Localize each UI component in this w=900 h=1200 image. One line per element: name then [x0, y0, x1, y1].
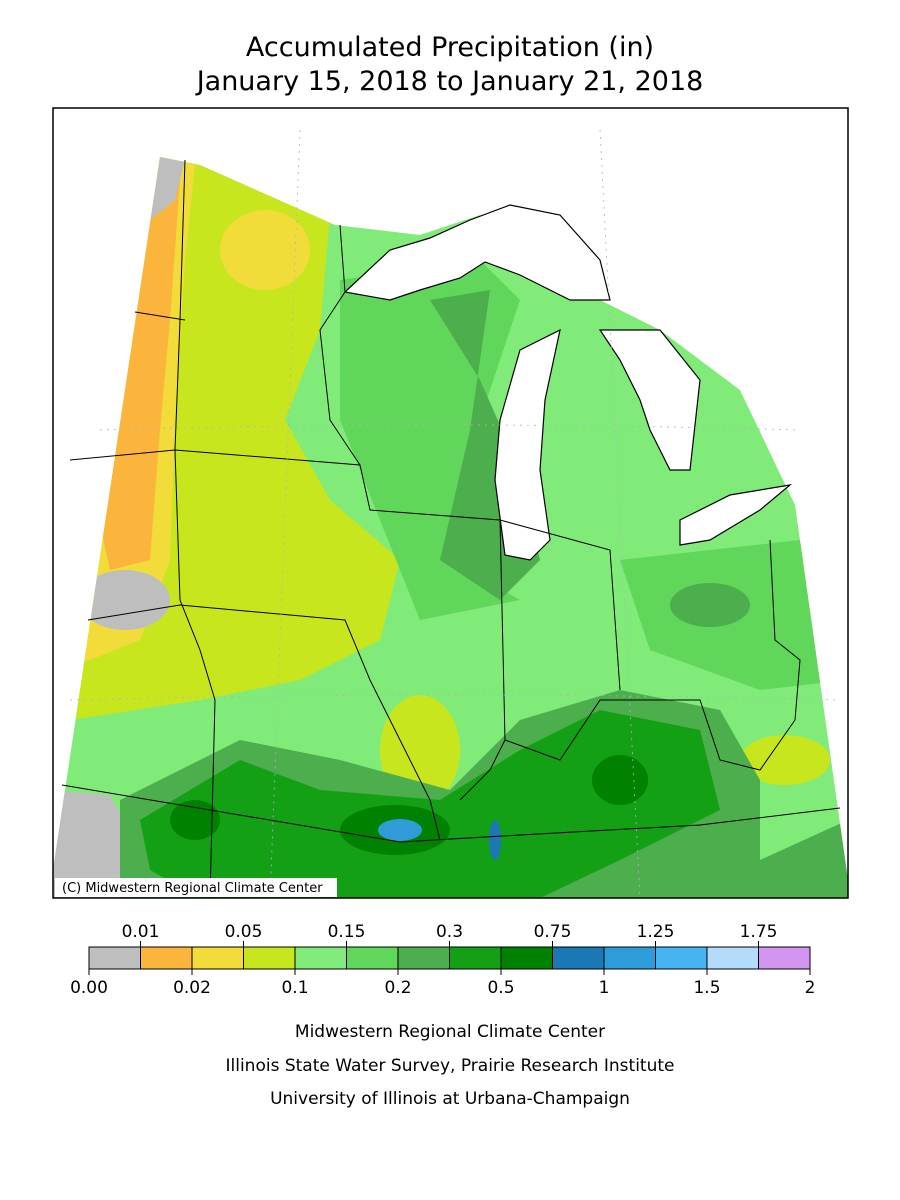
legend-swatch	[294, 946, 347, 970]
field-0	[80, 570, 170, 630]
state-line	[87, 604, 441, 841]
legend-swatch	[191, 946, 244, 970]
copyright: (C) Midwestern Regional Climate Center	[62, 881, 323, 896]
legend-label: 0.05	[225, 922, 263, 942]
legend-label: 0.02	[173, 978, 211, 998]
legend: 0.00 0.01 0.02 0.05 0.1 0.15 0.2 0.3 0.5 0.75 1 1.2…	[70, 922, 815, 998]
legend-swatch	[552, 946, 605, 970]
credit-line: Illinois State Water Survey, Prairie Res…	[226, 1056, 675, 1076]
legend-label: 1.5	[693, 978, 720, 998]
legend-swatch	[346, 946, 399, 970]
lakes	[343, 204, 793, 561]
credit-line: University of Illinois at Urbana-Champai…	[270, 1089, 630, 1109]
state-line	[459, 519, 506, 801]
lake-erie	[679, 484, 793, 546]
legend-label: 2	[805, 978, 816, 998]
state-line	[69, 449, 621, 691]
legend-swatch	[758, 946, 811, 970]
title: Accumulated Precipitation (in)	[246, 32, 654, 63]
legend-label: 0.01	[122, 922, 160, 942]
legend-label: 0.3	[436, 922, 463, 942]
lake-superior	[343, 204, 611, 301]
state-line	[319, 224, 361, 466]
field-0.5	[592, 755, 648, 805]
legend-label: 1.25	[637, 922, 675, 942]
legend-label: 0.1	[281, 978, 308, 998]
graticule	[69, 129, 841, 899]
field-0.75	[489, 820, 501, 860]
legend-swatch	[88, 946, 141, 970]
legend-label: 1	[599, 978, 610, 998]
map-frame	[52, 107, 849, 899]
legend-swatch	[706, 946, 759, 970]
state-line	[61, 784, 841, 843]
lake-huron	[598, 329, 701, 471]
boundaries	[61, 129, 841, 899]
legend-swatch	[603, 946, 656, 970]
legend-swatch	[655, 946, 708, 970]
legend-label: 0.2	[384, 978, 411, 998]
legend-swatch	[140, 946, 193, 970]
legend-swatch	[397, 946, 450, 970]
legend-swatch	[449, 946, 502, 970]
lake-michigan	[494, 328, 561, 561]
legend-label: 0.15	[328, 922, 366, 942]
state-line	[134, 311, 186, 321]
state-line	[174, 159, 216, 899]
legend-swatch	[500, 946, 553, 970]
field-1	[378, 819, 422, 841]
subtitle: January 15, 2018 to January 21, 2018	[195, 66, 704, 97]
credit-line: Midwestern Regional Climate Center	[295, 1022, 605, 1042]
field-0.05	[740, 735, 830, 785]
field-0.3	[140, 710, 720, 898]
legend-label: 0.75	[534, 922, 572, 942]
state-line	[504, 539, 801, 771]
legend-label: 1.75	[740, 922, 778, 942]
legend-swatch	[243, 946, 296, 970]
copyright-box	[55, 878, 337, 897]
field-0.02	[220, 210, 310, 290]
legend-label: 0.00	[70, 978, 108, 998]
legend-label: 0.5	[487, 978, 514, 998]
field-0	[53, 790, 135, 898]
field-0.2	[670, 583, 750, 627]
